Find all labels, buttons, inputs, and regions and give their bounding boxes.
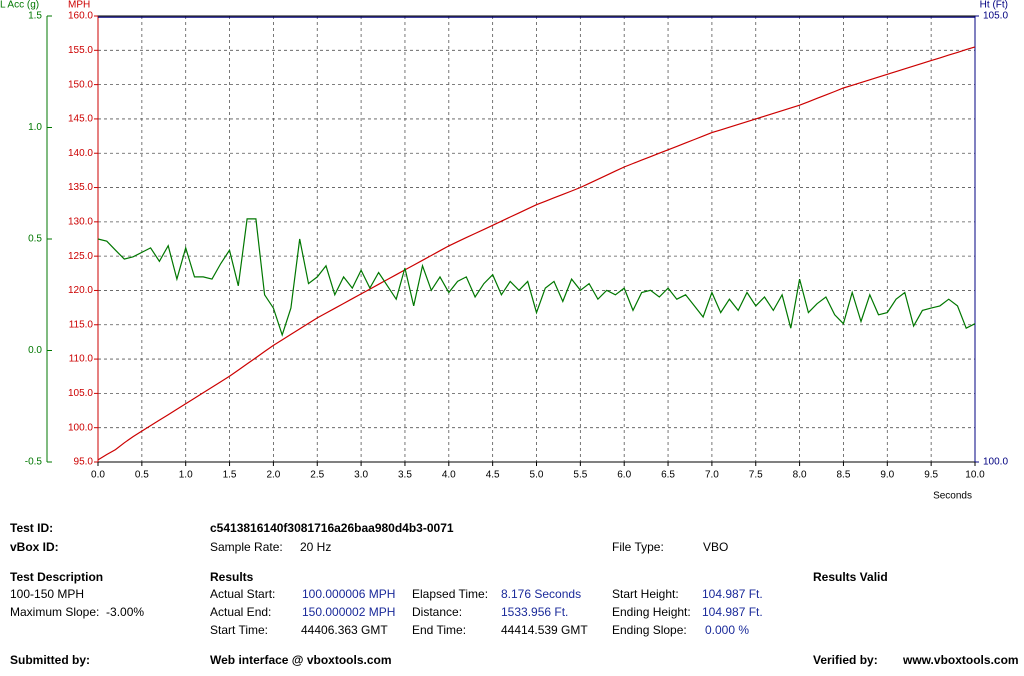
heading: Results bbox=[210, 570, 254, 584]
x-tick-label: 1.0 bbox=[179, 470, 193, 481]
label: Start Height: bbox=[612, 587, 679, 601]
y-tick-label: 110.0 bbox=[69, 354, 94, 365]
label: Elapsed Time: bbox=[412, 587, 489, 601]
value: VBO bbox=[703, 540, 729, 554]
label: Test ID: bbox=[10, 521, 54, 535]
y-tick-label: 95.0 bbox=[74, 457, 94, 468]
y2-tick-label: 0.0 bbox=[28, 345, 42, 356]
y-tick-label: 100.0 bbox=[68, 422, 93, 433]
label: Start Time: bbox=[210, 623, 269, 637]
value: Maximum Slope: -3.00% bbox=[10, 605, 145, 619]
x-tick-label: 4.0 bbox=[442, 470, 456, 481]
label: Verified by: bbox=[813, 653, 878, 667]
x-tick-label: 3.5 bbox=[398, 470, 412, 481]
value: 44414.539 GMT bbox=[501, 623, 588, 637]
x-tick-label: 8.0 bbox=[793, 470, 807, 481]
value: 100-150 MPH bbox=[10, 587, 85, 601]
y-tick-label: 155.0 bbox=[68, 45, 93, 56]
y-tick-label: 145.0 bbox=[68, 114, 93, 125]
x-tick-label: 8.5 bbox=[836, 470, 850, 481]
y-axis-label: MPH bbox=[68, 0, 90, 11]
x-tick-label: 2.0 bbox=[266, 470, 280, 481]
x-tick-label: 10.0 bbox=[965, 470, 985, 481]
x-axis-label: Seconds bbox=[933, 491, 972, 502]
x-tick-label: 5.0 bbox=[530, 470, 544, 481]
label: Submitted by: bbox=[10, 653, 90, 667]
value: 100.000006 MPH bbox=[302, 587, 396, 601]
label: Ending Height: bbox=[612, 605, 691, 619]
y-tick-label: 115.0 bbox=[69, 319, 94, 330]
label: End Time: bbox=[412, 623, 467, 637]
label: Sample Rate: bbox=[210, 540, 283, 554]
x-tick-label: 9.5 bbox=[924, 470, 938, 481]
y3-tick-label: 105.0 bbox=[983, 11, 1008, 22]
x-tick-label: 1.5 bbox=[223, 470, 237, 481]
y2-tick-label: 1.5 bbox=[28, 11, 42, 22]
value: 1533.956 Ft. bbox=[501, 605, 569, 619]
value: 150.000002 MPH bbox=[302, 605, 396, 619]
x-tick-label: 3.0 bbox=[354, 470, 368, 481]
label: Actual Start: bbox=[210, 587, 276, 601]
label: Distance: bbox=[412, 605, 463, 619]
y-tick-label: 105.0 bbox=[68, 388, 93, 399]
value: www.vboxtools.com bbox=[903, 653, 1019, 667]
value: 104.987 Ft. bbox=[702, 605, 763, 619]
label: Ending Slope: bbox=[612, 623, 687, 637]
y3-tick-label: 100.0 bbox=[983, 457, 1008, 468]
label: File Type: bbox=[612, 540, 664, 554]
x-tick-label: 0.5 bbox=[135, 470, 149, 481]
x-tick-label: 2.5 bbox=[310, 470, 324, 481]
x-tick-label: 5.5 bbox=[573, 470, 587, 481]
chart: L Acc (g) MPH Ht (Ft) Seconds 0.0 0.5 1.0 1… bbox=[0, 0, 1008, 502]
x-tick-label: 0.0 bbox=[91, 470, 105, 481]
x-tick-label: 4.5 bbox=[486, 470, 500, 481]
y-tick-label: 125.0 bbox=[68, 251, 93, 262]
y-tick-label: 140.0 bbox=[68, 148, 93, 159]
heading: Test Description bbox=[10, 570, 104, 584]
y2-axis-label: L Acc (g) bbox=[0, 0, 39, 11]
heading: Results Valid bbox=[813, 570, 888, 584]
x-tick-label: 9.0 bbox=[880, 470, 894, 481]
label: vBox ID: bbox=[10, 540, 59, 554]
value: 8.176 Seconds bbox=[501, 587, 582, 601]
x-tick-label: 7.0 bbox=[705, 470, 719, 481]
x-tick-label: 6.5 bbox=[661, 470, 675, 481]
value: c5413816140f3081716a26baa980d4b3-0071 bbox=[210, 521, 454, 535]
value: 0.000 % bbox=[705, 623, 750, 637]
y2-tick-label: 0.5 bbox=[28, 234, 42, 245]
y2-tick-label: 1.0 bbox=[28, 122, 42, 133]
x-tick-label: 6.0 bbox=[617, 470, 631, 481]
label: Actual End: bbox=[210, 605, 272, 619]
y-tick-label: 160.0 bbox=[68, 11, 93, 22]
y-tick-label: 130.0 bbox=[68, 216, 93, 227]
x-tick-label: 7.5 bbox=[749, 470, 763, 481]
y3-axis-label: Ht (Ft) bbox=[980, 0, 1008, 11]
y-tick-label: 120.0 bbox=[68, 285, 93, 296]
value: 44406.363 GMT bbox=[301, 623, 388, 637]
data-line bbox=[97, 46, 976, 461]
value: 20 Hz bbox=[300, 540, 332, 554]
data-line bbox=[97, 218, 976, 337]
value: Web interface @ vboxtools.com bbox=[210, 653, 392, 667]
y2-tick-label: -0.5 bbox=[25, 457, 43, 468]
y-tick-label: 150.0 bbox=[68, 79, 93, 90]
y-tick-label: 135.0 bbox=[68, 182, 93, 193]
value: 104.987 Ft. bbox=[702, 587, 763, 601]
